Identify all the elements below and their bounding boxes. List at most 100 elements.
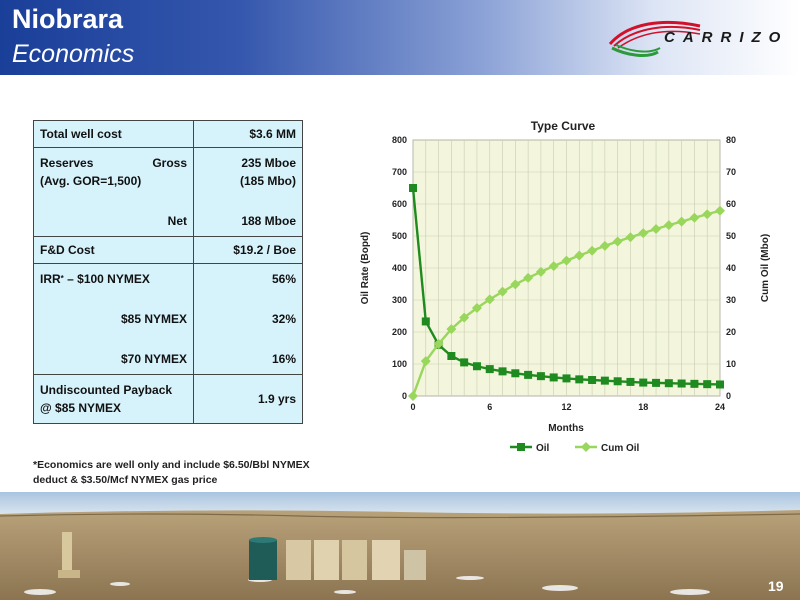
cum-oil-point [715,205,725,216]
y-tick-label: 700 [392,167,407,177]
cum-oil-point [561,255,572,266]
payback-value-cell: 1.9 yrs [193,374,303,424]
oil-rate-point [536,372,545,381]
oil-rate-point [600,376,609,385]
y-tick-label: 500 [392,231,407,241]
net-label: Net [167,214,187,228]
irr-label: IRR [40,272,61,286]
oil-rate-point [549,373,558,382]
table-row: Total well cost $3.6 MM [33,120,303,148]
footnote-line-1: *Economics are well only and include $6.… [33,459,310,471]
cum-oil-point [663,220,674,231]
cum-oil-point [497,286,508,297]
irr-100-label: – $100 NYMEX [67,272,150,286]
y2-tick-label: 70 [726,167,736,177]
cum-oil-point [484,294,495,305]
y2-tick-label: 60 [726,199,736,209]
gross-value: 235 Mboe [241,156,296,170]
cum-oil-point [510,279,521,290]
cum-oil-point [420,356,431,367]
cum-oil-point [408,391,418,401]
oil-rate-point [524,370,533,379]
irr-85-label: $85 NYMEX [120,312,187,326]
table-row: IRR * – $100 NYMEX $85 NYMEX $70 NYMEX 56… [33,263,303,375]
table-row: Reserves Gross (Avg. GOR=1,500) Net 235 … [33,147,303,237]
reserves-values-cell: 235 Mboe (185 Mbo) 188 Mboe [193,147,303,237]
oil-rate-point [485,365,494,374]
oil-rate-point [703,380,712,389]
footnote-line-2: deduct & $3.50/Mcf NYMEX gas price [33,474,218,486]
carrizo-logo: CARRIZO [608,18,788,58]
logo-wordmark: CARRIZO [664,29,789,46]
net-value: 188 Mboe [241,214,296,228]
cum-oil-point [471,303,482,313]
cum-oil-point [587,245,598,256]
y-tick-label: 400 [392,263,407,273]
oil-rate-point [690,379,699,388]
table-row: F&D Cost $19.2 / Boe [33,236,303,264]
y-tick-label: 300 [392,295,407,305]
irr-footnote-mark: * [60,274,64,283]
y-tick-label: 0 [402,391,407,401]
cum-oil-point [702,209,713,220]
legend-label: Cum Oil [601,443,640,454]
y2-tick-label: 0 [726,391,731,401]
gross-mbo-value: (185 Mbo) [239,174,296,188]
cum-oil-point [446,324,457,335]
y2-tick-label: 80 [726,135,736,145]
irr-70-label: $70 NYMEX [120,352,187,366]
y2-axis-label: Cum Oil (Mbo) [760,234,771,302]
y-axis-label: Oil Rate (Bopd) [360,232,371,305]
series-layer [408,184,725,401]
cum-oil-point [612,236,623,247]
oil-rate-point [575,375,584,384]
x-tick-label: 0 [410,402,415,412]
oil-rate-point [447,352,456,360]
oil-rate-point [562,374,571,383]
cum-oil-point [676,216,687,227]
oil-rate-point [409,184,417,192]
oil-rate-point [421,317,430,326]
cum-oil-point [433,338,444,349]
payback-label-1: Undiscounted Payback [40,383,173,397]
cum-oil-point [574,250,585,261]
fd-cost-value: $19.2 / Boe [193,236,303,264]
x-axis-ticks: 0 6 12 18 24 [410,402,725,412]
cum-oil-point [523,272,534,283]
y2-tick-label: 50 [726,231,736,241]
storage-tanks [249,537,426,580]
oil-rate-point [677,379,686,388]
oil-rate-point [639,378,648,387]
table-row: Undiscounted Payback @ $85 NYMEX 1.9 yrs [33,374,303,424]
well-structure [58,532,80,578]
irr-85-value: 32% [271,312,296,326]
oil-rate-point [588,376,597,384]
x-tick-label: 12 [561,402,571,412]
y2-tick-label: 30 [726,295,736,305]
legend-label: Oil [536,443,550,454]
total-well-cost-label: Total well cost [33,120,194,148]
oil-rate-point [613,377,622,386]
landscape-photo [0,492,800,600]
oil-rate-point [498,367,507,376]
oil-rate-point [626,377,635,386]
slide-title: Niobrara [12,4,124,34]
oil-rate-point [664,379,673,388]
x-axis-label: Months [548,423,584,434]
total-well-cost-value: $3.6 MM [193,120,303,148]
cum-oil-point [599,240,610,251]
cum-oil-point [535,266,546,277]
cum-oil-point [548,261,559,272]
oil-rate-point [460,358,469,367]
slide-subtitle: Economics [12,40,135,68]
legend-marker-square [517,443,525,451]
cum-oil-point [625,232,636,243]
y2-tick-label: 10 [726,359,736,369]
economics-table: Total well cost $3.6 MM Reserves Gross (… [33,120,303,424]
reserves-label: Reserves [40,156,94,170]
grid-lines [412,139,721,397]
carrizo-swoosh-icon [608,20,701,57]
payback-cell: Undiscounted Payback @ $85 NYMEX [33,374,194,424]
cum-oil-point [459,312,470,323]
fd-cost-label: F&D Cost [33,236,194,264]
